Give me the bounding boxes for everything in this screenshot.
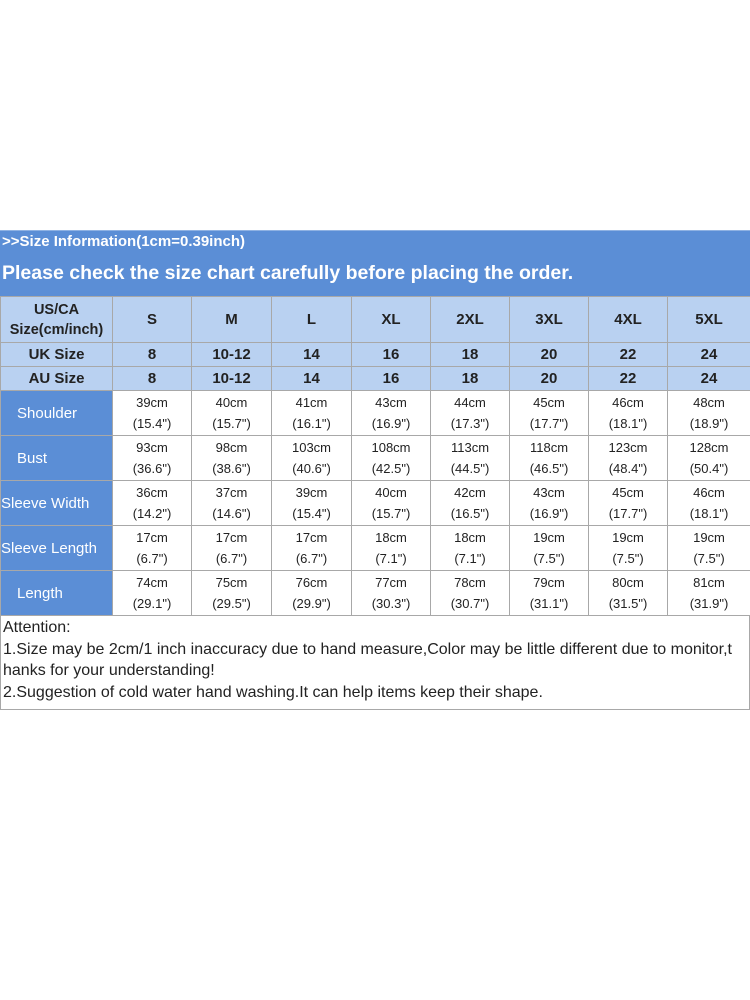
measurement-cell: 40cm (15.7"): [351, 480, 431, 526]
attention-notes: Attention: 1.Size may be 2cm/1 inch inac…: [0, 616, 750, 710]
au-size-label: AU Size: [0, 366, 113, 391]
measurement-cell: 74cm (29.1"): [112, 570, 192, 616]
measurement-row: Sleeve Length 17cm (6.7") 17cm (6.7") 17cm (6.…: [0, 525, 750, 571]
measurement-cell: 79cm (31.1"): [509, 570, 589, 616]
us-size-row: US/CA Size(cm/inch) S M L XL 2XL 3XL 4XL…: [0, 296, 750, 343]
size-cell: 10-12: [191, 366, 272, 391]
measurement-label: Sleeve Width: [0, 480, 113, 526]
measurement-cell: 37cm (14.6"): [191, 480, 272, 526]
size-cell: 22: [588, 366, 668, 391]
size-cell: L: [271, 296, 352, 343]
measurement-cell: 36cm (14.2"): [112, 480, 192, 526]
au-size-row: AU Size 8 10-12 14 16 18 20 22 24: [0, 366, 750, 391]
size-cell: 8: [112, 342, 192, 367]
measurement-cell: 44cm (17.3"): [430, 390, 510, 436]
size-check-notice: Please check the size chart carefully be…: [2, 262, 574, 284]
measurement-cell: 43cm (16.9"): [351, 390, 431, 436]
uk-size-row: UK Size 8 10-12 14 16 18 20 22 24: [0, 342, 750, 367]
measurement-cell: 41cm (16.1"): [271, 390, 352, 436]
size-cell: 20: [509, 342, 589, 367]
size-cell: 14: [271, 366, 352, 391]
measurement-cell: 93cm (36.6"): [112, 435, 192, 481]
measurement-cell: 46cm (18.1"): [588, 390, 668, 436]
measurement-cell: 17cm (6.7"): [271, 525, 352, 571]
measurement-cell: 43cm (16.9"): [509, 480, 589, 526]
size-cell: 24: [667, 342, 750, 367]
size-cell: 24: [667, 366, 750, 391]
attention-note-1b: hanks for your understanding!: [3, 662, 215, 679]
attention-title: Attention:: [3, 619, 71, 636]
measurement-cell: 48cm (18.9"): [667, 390, 750, 436]
size-cell: 18: [430, 342, 510, 367]
size-info-heading: >>Size Information(1cm=0.39inch): [0, 230, 750, 253]
size-cell: 10-12: [191, 342, 272, 367]
measurement-cell: 19cm (7.5"): [667, 525, 750, 571]
measurement-cell: 80cm (31.5"): [588, 570, 668, 616]
size-cell: 22: [588, 342, 668, 367]
measurement-cell: 118cm (46.5"): [509, 435, 589, 481]
size-cell: 16: [351, 342, 431, 367]
measurement-cell: 19cm (7.5"): [509, 525, 589, 571]
measurement-cell: 128cm (50.4"): [667, 435, 750, 481]
measurement-row: Length 74cm (29.1") 75cm (29.5") 76cm (29.9") 7…: [0, 570, 750, 616]
size-cell: 5XL: [667, 296, 750, 343]
measurement-cell: 75cm (29.5"): [191, 570, 272, 616]
size-cell: 4XL: [588, 296, 668, 343]
measurement-cell: 78cm (30.7"): [430, 570, 510, 616]
size-cell: 18: [430, 366, 510, 391]
measurement-label: Bust: [0, 435, 113, 481]
measurement-row: Bust 93cm (36.6") 98cm (38.6") 103cm (40.6") 10…: [0, 435, 750, 481]
measurement-cell: 18cm (7.1"): [351, 525, 431, 571]
measurement-cell: 77cm (30.3"): [351, 570, 431, 616]
measurement-cell: 40cm (15.7"): [191, 390, 272, 436]
measurement-cell: 98cm (38.6"): [191, 435, 272, 481]
size-cell: S: [112, 296, 192, 343]
measurement-cell: 17cm (6.7"): [112, 525, 192, 571]
measurement-cell: 76cm (29.9"): [271, 570, 352, 616]
measurement-cell: 108cm (42.5"): [351, 435, 431, 481]
size-cell: XL: [351, 296, 431, 343]
measurement-cell: 46cm (18.1"): [667, 480, 750, 526]
size-cell: 14: [271, 342, 352, 367]
measurement-label: Length: [0, 570, 113, 616]
measurement-cell: 45cm (17.7"): [588, 480, 668, 526]
size-cell: 20: [509, 366, 589, 391]
measurement-cell: 39cm (15.4"): [112, 390, 192, 436]
measurement-cell: 123cm (48.4"): [588, 435, 668, 481]
measurement-row: Sleeve Width 36cm (14.2") 37cm (14.6") 39cm (1…: [0, 480, 750, 526]
measurement-label: Sleeve Length: [0, 525, 113, 571]
size-cell: 8: [112, 366, 192, 391]
size-cell: M: [191, 296, 272, 343]
size-cell: 16: [351, 366, 431, 391]
measurement-cell: 17cm (6.7"): [191, 525, 272, 571]
measurement-cell: 39cm (15.4"): [271, 480, 352, 526]
attention-note-1a: 1.Size may be 2cm/1 inch inaccuracy due …: [3, 640, 732, 658]
attention-note-2: 2.Suggestion of cold water hand washing.…: [3, 683, 543, 701]
measurement-cell: 103cm (40.6"): [271, 435, 352, 481]
uk-size-label: UK Size: [0, 342, 113, 367]
measurement-cell: 19cm (7.5"): [588, 525, 668, 571]
measurement-cell: 42cm (16.5"): [430, 480, 510, 526]
measurement-cell: 18cm (7.1"): [430, 525, 510, 571]
size-cell: 3XL: [509, 296, 589, 343]
measurement-cell: 81cm (31.9"): [667, 570, 750, 616]
measurement-label: Shoulder: [0, 390, 113, 436]
size-table: US/CA Size(cm/inch) S M L XL 2XL 3XL 4XL…: [0, 296, 750, 616]
size-chart: >>Size Information(1cm=0.39inch) Please …: [0, 230, 750, 710]
measurement-cell: 113cm (44.5"): [430, 435, 510, 481]
size-chart-banner: >>Size Information(1cm=0.39inch) Please …: [0, 230, 750, 296]
us-size-label: US/CA Size(cm/inch): [0, 296, 113, 343]
size-cell: 2XL: [430, 296, 510, 343]
measurement-cell: 45cm (17.7"): [509, 390, 589, 436]
measurement-row: Shoulder 39cm (15.4") 40cm (15.7") 41cm (16.1"…: [0, 390, 750, 436]
